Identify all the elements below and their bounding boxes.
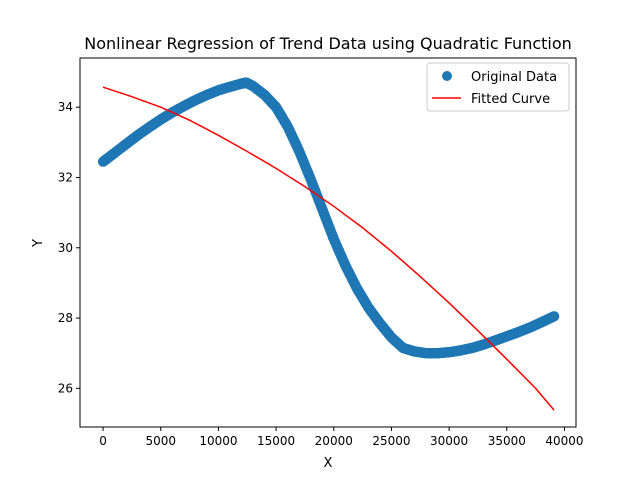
y-tick-label: 34 (58, 100, 73, 114)
y-axis-label: Y (31, 239, 46, 248)
legend-box (426, 62, 570, 112)
fitted-curve-line (102, 86, 555, 411)
y-tick-label: 26 (58, 381, 73, 395)
x-tick-label: 0 (99, 434, 107, 448)
data-point (548, 311, 560, 322)
legend-label-original-data: Original Data (471, 70, 557, 85)
axes-frame (79, 57, 577, 428)
y-tick-label: 28 (58, 311, 73, 325)
y-tick-label: 30 (58, 241, 73, 255)
y-axis: 26 28 30 32 34 (58, 100, 80, 395)
plot-area (97, 77, 560, 411)
x-tick-label: 15000 (257, 434, 295, 448)
x-tick-label: 40000 (545, 434, 583, 448)
legend: Original Data Fitted Curve (426, 62, 570, 112)
x-axis: 0 5000 10000 15000 20000 25000 30000 35000 40000 (99, 427, 584, 448)
x-tick-label: 20000 (315, 434, 353, 448)
series-original-data (97, 77, 560, 359)
x-tick-label: 30000 (430, 434, 468, 448)
x-axis-label: X (324, 456, 333, 471)
x-tick-label: 25000 (372, 434, 410, 448)
legend-label-fitted-curve: Fitted Curve (471, 92, 550, 107)
chart-title: Nonlinear Regression of Trend Data using… (84, 34, 572, 53)
legend-marker-original-data (442, 71, 452, 81)
y-tick-label: 32 (58, 170, 73, 184)
x-tick-label: 10000 (199, 434, 237, 448)
x-tick-label: 35000 (488, 434, 526, 448)
x-tick-label: 5000 (145, 434, 176, 448)
